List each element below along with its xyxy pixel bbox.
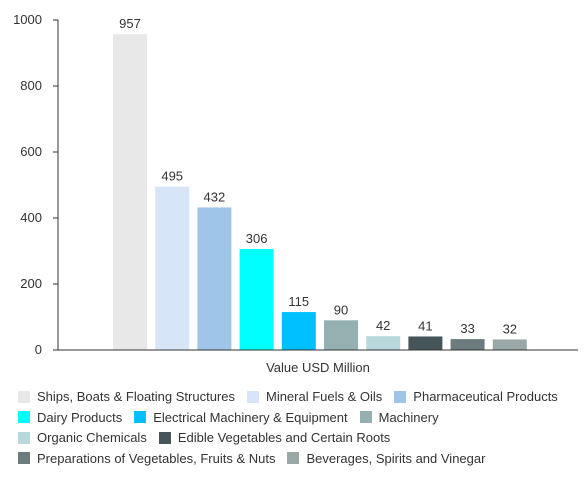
legend-swatch	[18, 411, 30, 423]
x-axis-label: Value USD Million	[266, 360, 370, 375]
chart-plot: 0 200 400 600 800 1000 957 495 432 306 115 90 42 41 3…	[13, 12, 578, 375]
bar	[281, 312, 316, 350]
legend-label: Ships, Boats & Floating Structures	[37, 389, 235, 404]
legend-item[interactable]: Ships, Boats & Floating Structures	[18, 387, 235, 406]
data-label: 115	[288, 294, 309, 309]
data-label: 32	[503, 321, 517, 336]
bar	[450, 339, 485, 350]
legend-label: Machinery	[378, 409, 439, 425]
y-tick-label: 800	[20, 78, 42, 93]
data-label: 495	[161, 169, 183, 184]
data-label: 90	[334, 302, 348, 317]
legend-item[interactable]: Dairy Products	[18, 408, 122, 427]
legend-swatch	[158, 431, 171, 444]
legend-swatch	[18, 390, 30, 403]
bar	[492, 339, 527, 350]
bar	[239, 249, 274, 350]
y-tick-label: 1000	[13, 12, 42, 27]
bar	[408, 336, 443, 350]
legend-label: Dairy Products	[37, 409, 123, 425]
legend-swatch	[287, 452, 300, 464]
legend-label: Organic Chemicals	[37, 430, 147, 445]
data-label: 432	[204, 189, 226, 204]
data-label: 306	[246, 231, 268, 246]
y-tick-label: 0	[35, 342, 42, 357]
bar	[324, 320, 358, 350]
legend-swatch	[18, 431, 30, 444]
bar	[197, 207, 232, 350]
legend-item[interactable]: Preparations of Vegetables, Fruits & Nut…	[18, 449, 275, 468]
legend-swatch	[246, 390, 259, 403]
data-label: 33	[460, 321, 474, 336]
legend-label: Mineral Fuels & Oils	[265, 389, 383, 404]
data-label: 42	[376, 318, 390, 333]
bar	[113, 34, 147, 350]
legend: Ships, Boats & Floating Structures Minera…	[18, 387, 578, 469]
legend-label: Edible Vegetables and Certain Roots	[177, 430, 391, 445]
data-label: 41	[418, 318, 432, 333]
bar	[155, 186, 190, 350]
y-tick-label: 200	[20, 276, 42, 291]
bars: 957 495 432 306 115 90 42 41 33 32	[113, 16, 527, 350]
legend-item[interactable]: Mineral Fuels & Oils	[246, 387, 383, 406]
legend-swatch	[134, 411, 147, 423]
data-label: 957	[119, 16, 141, 31]
y-axis: 0 200 400 600 800 1000	[13, 12, 59, 357]
bar	[366, 336, 401, 350]
legend-item[interactable]: Pharmaceutical Products	[394, 387, 558, 406]
legend-swatch	[394, 390, 407, 403]
legend-item[interactable]: Electrical Machinery & Equipment	[134, 408, 348, 427]
legend-item[interactable]: Edible Vegetables and Certain Roots	[158, 428, 391, 447]
legend-swatch	[18, 452, 30, 464]
y-tick-label: 400	[20, 210, 42, 225]
legend-swatch	[359, 411, 372, 423]
legend-label: Beverages, Spirits and Vinegar	[306, 450, 486, 466]
legend-label: Electrical Machinery & Equipment	[153, 409, 348, 425]
legend-item[interactable]: Machinery	[359, 408, 439, 427]
legend-item[interactable]: Organic Chemicals	[18, 428, 147, 447]
legend-label: Pharmaceutical Products	[413, 389, 558, 404]
legend-label: Preparations of Vegetables, Fruits & Nut…	[37, 450, 276, 466]
legend-item[interactable]: Beverages, Spirits and Vinegar	[287, 449, 485, 468]
y-tick-label: 600	[20, 144, 42, 159]
